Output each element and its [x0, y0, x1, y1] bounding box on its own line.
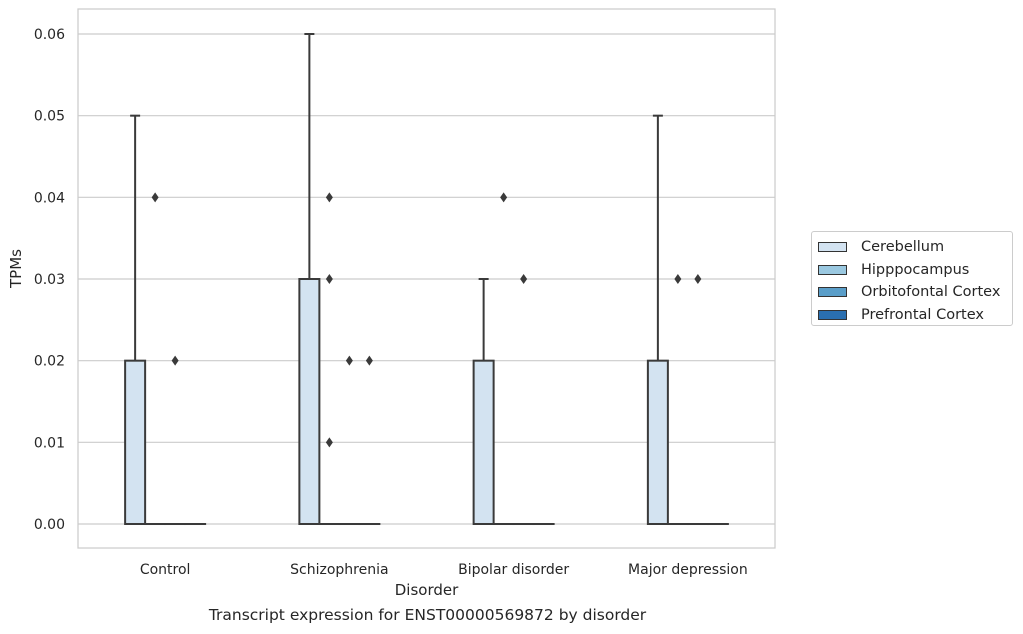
y-tick-label: 0.00	[34, 517, 65, 533]
box-group	[492, 192, 515, 526]
y-axis-label: TPMs	[7, 249, 25, 289]
y-tick-label: 0.01	[34, 435, 65, 451]
legend-label: Cerebellum	[861, 239, 945, 256]
box	[646, 359, 669, 525]
box	[124, 359, 147, 525]
box-group	[358, 355, 381, 526]
outlier-point	[325, 437, 333, 448]
box-group	[164, 355, 187, 526]
legend-item: Orbitofontal Cortex	[818, 281, 1012, 304]
y-tick-label: 0.03	[34, 272, 65, 288]
x-tick-label: Major depression	[628, 562, 748, 578]
boxes	[124, 33, 729, 526]
gridlines	[78, 33, 775, 525]
box-group	[512, 274, 535, 526]
x-tick-label: Bipolar disorder	[458, 562, 569, 578]
box-group	[686, 274, 709, 526]
box-group	[338, 355, 361, 526]
legend-item: Hipppocampus	[818, 259, 1012, 282]
y-tick-label: 0.02	[34, 354, 65, 370]
box-group	[298, 33, 321, 525]
outlier-point	[500, 192, 508, 203]
x-tick-label: Schizophrenia	[290, 562, 388, 578]
legend-label: Hipppocampus	[861, 261, 970, 278]
chart-title: Transcript expression for ENST0000056987…	[208, 606, 647, 624]
outlier-point	[674, 274, 682, 284]
legend-item: Cerebellum	[818, 236, 1012, 259]
box	[298, 278, 321, 525]
box-group	[124, 114, 147, 525]
box-group	[666, 274, 689, 526]
y-tick-label: 0.05	[34, 109, 65, 125]
box-group	[646, 114, 669, 525]
legend-label: Prefrontal Cortex	[861, 306, 984, 323]
outlier-point	[325, 274, 333, 284]
y-tick-label: 0.04	[34, 190, 65, 206]
y-axis-ticks: 0.00 0.01 0.02 0.03 0.04 0.05 0.06	[34, 27, 65, 533]
x-axis-label: Disorder	[395, 581, 459, 599]
box-group	[472, 278, 495, 525]
box	[472, 359, 495, 525]
plot-area-frame	[77, 8, 776, 549]
outlier-point	[325, 192, 333, 203]
outlier-point	[694, 274, 702, 284]
legend-label: Orbitofontal Cortex	[861, 284, 1001, 301]
outlier-point	[151, 192, 159, 203]
outlier-point	[365, 355, 373, 366]
legend-swatch	[818, 287, 847, 298]
legend-swatch	[818, 264, 847, 275]
outlier-point	[345, 355, 353, 366]
box-group	[144, 192, 167, 526]
box-group	[318, 192, 341, 526]
outlier-point	[171, 355, 179, 366]
y-tick-label: 0.06	[34, 27, 65, 43]
legend-swatch	[818, 242, 847, 253]
x-tick-label: Control	[140, 562, 191, 578]
legend-swatch	[818, 309, 847, 320]
x-axis-ticks: Control Schizophrenia Bipolar disorder Majo…	[140, 562, 748, 578]
outlier-point	[520, 274, 528, 284]
legend-item: Prefrontal Cortex	[818, 304, 1012, 327]
legend: Cerebellum Hipppocampus Orbitofontal Corte…	[811, 231, 1013, 326]
